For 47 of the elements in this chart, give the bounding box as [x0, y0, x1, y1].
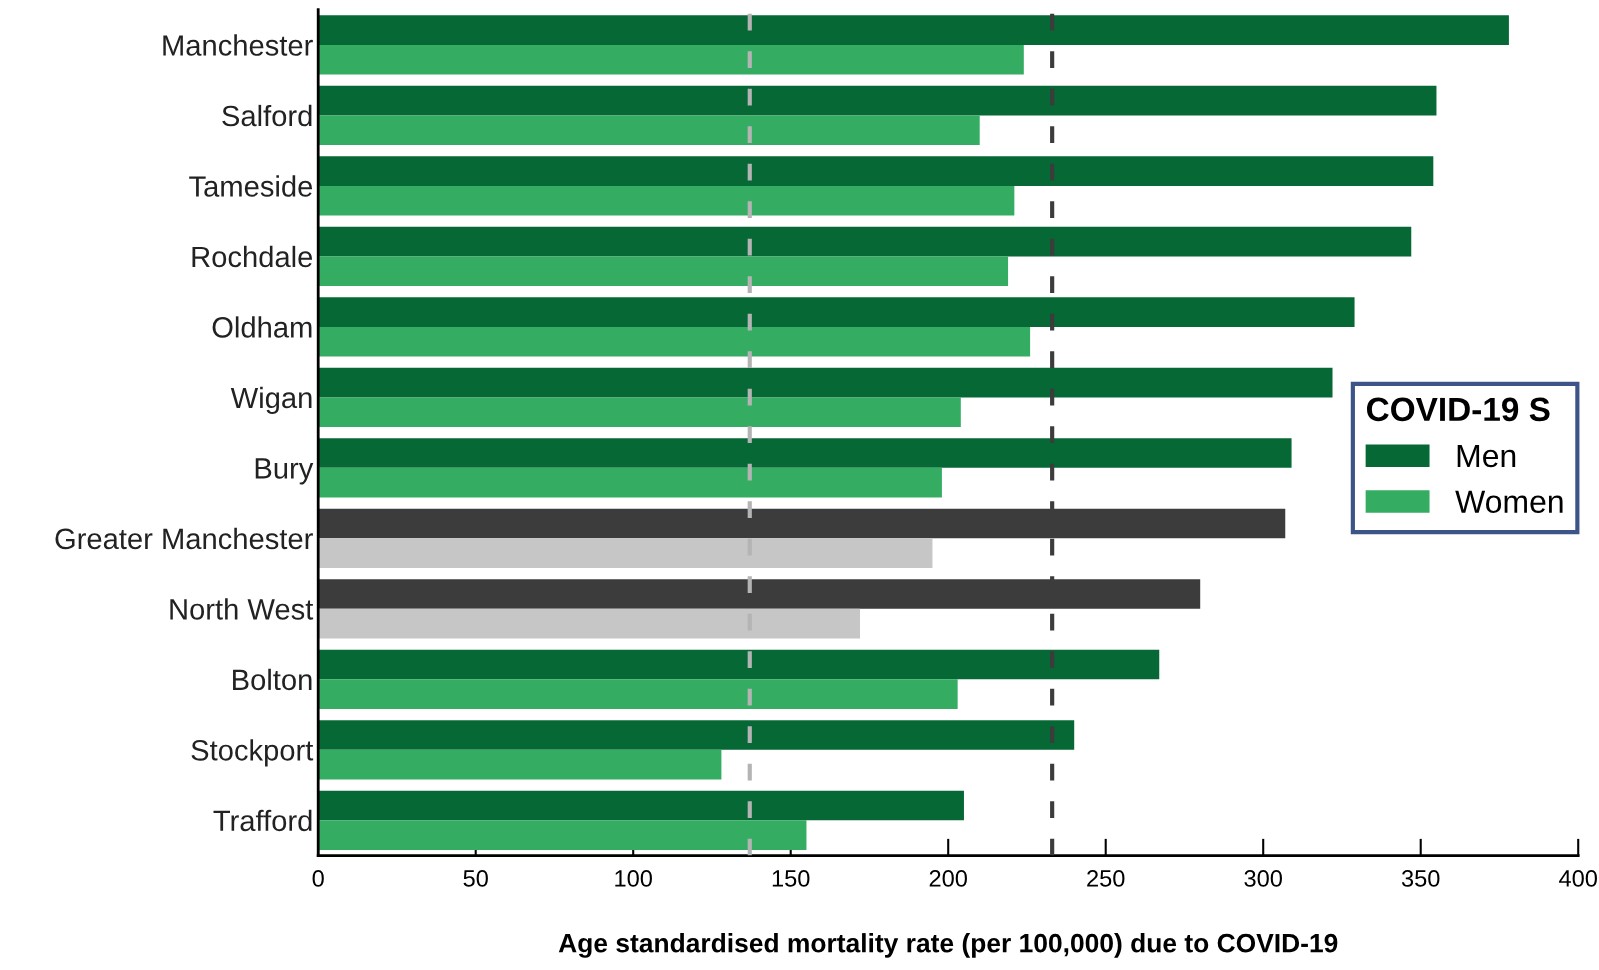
bar: [318, 538, 933, 568]
bar: [318, 749, 722, 780]
bar: [318, 44, 1024, 75]
y-tick-label: Greater Manchester: [55, 527, 313, 550]
x-tick-label: 350: [1401, 870, 1440, 887]
bar: [318, 15, 1509, 45]
y-tick-label: Manchester: [163, 34, 313, 56]
legend-label: Women: [1455, 490, 1563, 513]
bar: [318, 467, 942, 498]
y-tick-label: Bury: [255, 458, 314, 485]
y-tick-label: Tameside: [189, 175, 313, 197]
bar: [318, 679, 958, 709]
x-tick-label: 50: [463, 870, 488, 887]
bar: [318, 720, 1075, 750]
bar: [318, 226, 1412, 257]
y-tick-label: Salford: [222, 104, 312, 127]
x-tick-label: 200: [929, 870, 967, 887]
y-tick-label: Trafford: [213, 809, 312, 832]
bar: [318, 820, 807, 850]
bar: [318, 256, 1009, 287]
legend-title: COVID-19 S: [1367, 397, 1550, 422]
x-tick-label: 400: [1559, 870, 1597, 887]
bar: [318, 85, 1437, 116]
x-tick-label: 150: [772, 870, 810, 887]
x-tick-label: 300: [1244, 870, 1282, 887]
x-axis-title: Age standardised mortality rate (per 100,000) due to COVID-19: [558, 933, 1338, 958]
bar: [318, 608, 861, 639]
y-tick-label: Oldham: [212, 316, 312, 338]
y-tick-label: Stockport: [191, 739, 314, 767]
y-tick-label: Wigan: [230, 386, 312, 414]
bar: [318, 438, 1292, 468]
bar: [318, 790, 964, 821]
legend-label: Men: [1457, 444, 1516, 468]
y-tick-label: Bolton: [233, 668, 312, 691]
bar: [318, 649, 1160, 680]
y-tick-label: Rochdale: [192, 245, 313, 268]
bar: [318, 185, 1015, 216]
x-tick-label: 0: [312, 870, 324, 887]
x-tick-label: 250: [1087, 870, 1125, 887]
bar: [318, 115, 980, 146]
bar: [318, 297, 1355, 327]
y-tick-label: North West: [170, 598, 314, 620]
bar: [318, 156, 1434, 186]
bar: [318, 367, 1333, 398]
x-tick-label: 100: [615, 870, 652, 887]
bar: [318, 397, 961, 427]
bar: [318, 326, 1031, 357]
